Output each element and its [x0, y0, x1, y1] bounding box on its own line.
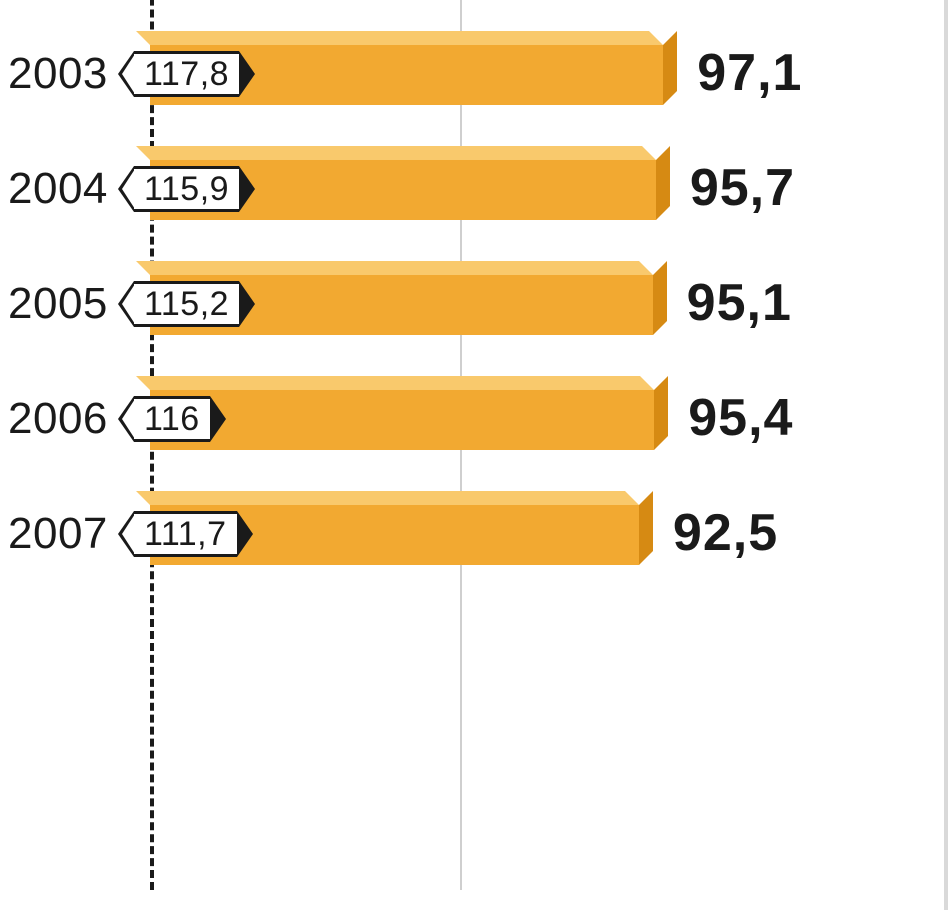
value-label: 95,4 [688, 388, 793, 448]
chart-row: 2006 116 95,4 [0, 370, 948, 485]
value-label: 95,1 [687, 273, 792, 333]
chart-row: 2004 115,9 95,7 [0, 140, 948, 255]
year-label: 2004 [8, 164, 108, 214]
hex-badge: 111,7 [134, 511, 237, 557]
value-label: 97,1 [697, 43, 802, 103]
chart-row: 2003 117,8 97,1 [0, 25, 948, 140]
year-label: 2003 [8, 49, 108, 99]
hex-badge: 117,8 [134, 51, 239, 97]
hex-badge: 115,9 [134, 166, 239, 212]
chart-row: 2005 115,2 95,1 [0, 255, 948, 370]
bar-chart: 2002121,7103,4 2003 117,8 97,1 2004 115,9 95,7… [0, 0, 948, 600]
hex-badge: 116 [134, 396, 210, 442]
hex-badge: 115,2 [134, 281, 239, 327]
value-label: 92,5 [673, 503, 778, 563]
chart-row: 2007 111,7 92,5 [0, 485, 948, 600]
chart-row: 2002121,7103,4 [0, 0, 948, 25]
value-label: 95,7 [690, 158, 795, 218]
year-label: 2005 [8, 279, 108, 329]
year-label: 2006 [8, 394, 108, 444]
year-label: 2007 [8, 509, 108, 559]
